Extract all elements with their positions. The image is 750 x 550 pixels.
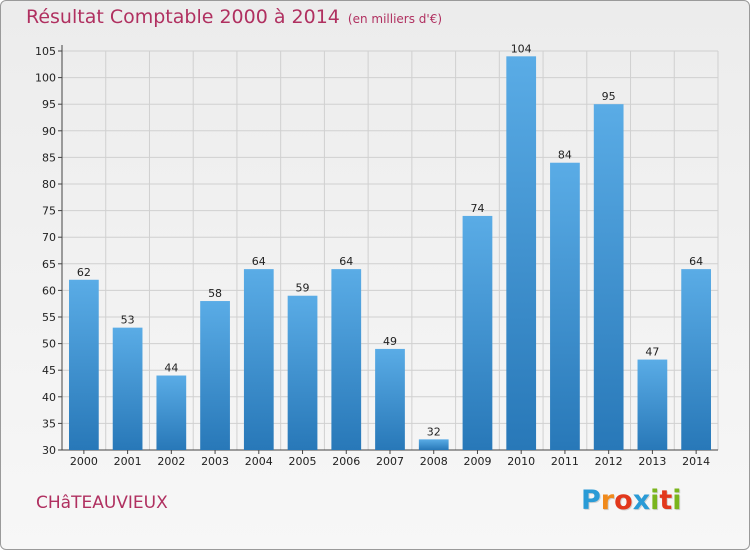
chart-title: Résultat Comptable 2000 à 2014 (en millie… — [26, 6, 442, 28]
bar-value-label: 62 — [77, 266, 91, 279]
chart-title-text: Résultat Comptable 2000 à 2014 — [26, 6, 340, 28]
bar-2005 — [287, 295, 318, 450]
bar-2006 — [331, 269, 362, 450]
logo-letter: r — [600, 485, 615, 516]
bar-value-label: 64 — [689, 255, 703, 268]
y-tick-label: 70 — [42, 231, 56, 244]
logo-letter: t — [659, 485, 673, 516]
bar-value-label: 84 — [558, 149, 572, 162]
x-tick-label: 2005 — [289, 455, 317, 468]
bar-2007 — [375, 348, 405, 450]
y-tick-label: 65 — [42, 258, 56, 271]
chart-subtitle: (en milliers d'€) — [347, 12, 443, 26]
x-tick-label: 2013 — [638, 455, 666, 468]
bar-value-label: 44 — [164, 362, 178, 375]
y-tick-label: 55 — [42, 311, 56, 324]
proxiti-logo[interactable]: Proxiti — [581, 485, 682, 516]
y-tick-label: 30 — [42, 444, 56, 457]
x-tick-label: 2002 — [157, 455, 185, 468]
x-tick-label: 2007 — [376, 455, 404, 468]
x-tick-label: 2004 — [245, 455, 273, 468]
bar-value-label: 95 — [602, 90, 616, 103]
y-tick-label: 50 — [42, 338, 56, 351]
bar-2012 — [593, 104, 624, 450]
bar-2008 — [418, 439, 449, 450]
bar-layer: 62 53 44 58 64 59 64 49 32 74 104 84 95 47 64 — [68, 42, 712, 450]
bar-value-label: 74 — [470, 202, 484, 215]
x-tick-label: 2014 — [682, 455, 710, 468]
x-tick-label: 2012 — [595, 455, 623, 468]
bar-value-label: 58 — [208, 287, 222, 300]
bar-2011 — [550, 162, 580, 450]
x-tick-label: 2010 — [507, 455, 535, 468]
x-tick-label: 2001 — [114, 455, 142, 468]
bar-2001 — [112, 327, 143, 450]
y-tick-label: 60 — [42, 284, 56, 297]
bar-value-label: 59 — [296, 282, 310, 295]
y-tick-label: 45 — [42, 364, 56, 377]
logo-letter: x — [632, 485, 651, 516]
bar-2003 — [200, 301, 230, 450]
bar-2010 — [506, 56, 537, 450]
bar-value-label: 32 — [427, 425, 441, 438]
bar-value-label: 47 — [645, 346, 659, 359]
bar-value-label: 49 — [383, 335, 397, 348]
bar-2004 — [243, 269, 274, 450]
logo-letter: i — [650, 485, 660, 516]
bar-value-label: 53 — [121, 314, 135, 327]
x-tick-label: 2008 — [420, 455, 448, 468]
y-tick-label: 95 — [42, 98, 56, 111]
x-tick-label: 2003 — [201, 455, 229, 468]
x-tick-label: 2011 — [551, 455, 579, 468]
bar-value-label: 64 — [339, 255, 353, 268]
bar-2013 — [637, 359, 668, 450]
bar-2009 — [462, 215, 493, 450]
town-name: CHâTEAUVIEUX — [36, 493, 168, 513]
y-tick-label: 80 — [42, 178, 56, 191]
bar-value-label: 64 — [252, 255, 266, 268]
logo-letter: o — [614, 485, 633, 516]
x-tick-label: 2009 — [463, 455, 491, 468]
y-tick-label: 90 — [42, 125, 56, 138]
bar-value-label: 104 — [511, 42, 532, 55]
logo-letter: P — [581, 485, 601, 516]
logo-letter: i — [672, 485, 682, 516]
y-tick-label: 105 — [35, 45, 56, 58]
x-tick-label: 2000 — [70, 455, 98, 468]
y-tick-label: 100 — [35, 72, 56, 85]
x-tick-label: 2006 — [332, 455, 360, 468]
y-tick-label: 35 — [42, 417, 56, 430]
y-tick-label: 40 — [42, 391, 56, 404]
bar-2014 — [681, 269, 712, 450]
bar-2000 — [68, 279, 99, 450]
bar-2002 — [156, 375, 187, 450]
y-tick-label: 85 — [42, 151, 56, 164]
y-tick-label: 75 — [42, 205, 56, 218]
